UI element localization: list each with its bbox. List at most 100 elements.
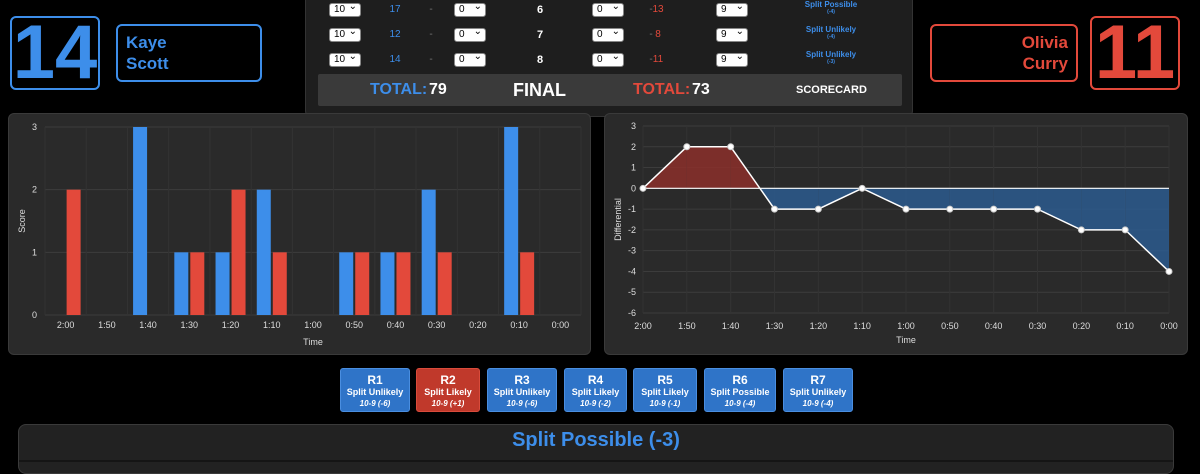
x-tick-label: 1:40 [139,320,157,330]
round-button-r1[interactable]: R1 Split Unlikely 10-9 (-6) [340,368,410,412]
round-title: R7 [810,373,826,387]
x-tick-label: 1:40 [722,321,740,331]
differential-point [858,184,866,192]
x-tick-label: 1:00 [304,320,322,330]
x-tick-label: 0:50 [941,321,959,331]
blue-score-bar [339,252,354,315]
blue-score-select[interactable]: 10 [329,1,361,17]
round-button-r4[interactable]: R4 Split Likely 10-9 (-2) [564,368,627,412]
x-tick-label: 0:40 [387,320,405,330]
round-title: R4 [587,373,604,387]
round-verdict: Split Possible [710,387,770,397]
x-tick-label: 1:10 [853,321,871,331]
round-button-r5[interactable]: R5 Split Likely 10-9 (-1) [633,368,697,412]
y-axis-label: Score [17,209,27,233]
round-score: 10-9 (-4) [802,399,834,408]
red-fighter-score: 11 [1090,15,1180,91]
round-button-r7[interactable]: R7 Split Unlikely 10-9 (-4) [783,368,853,412]
round-verdict: Split Likely [424,387,472,397]
blue-score-bar [504,127,519,315]
red-points: 8 [655,29,661,40]
blue-lead-area [774,188,819,210]
x-tick-label: 1:50 [678,321,696,331]
round-title: R6 [732,373,748,387]
blue-fighter-name: Kaye Scott [116,24,262,82]
y-tick-label: 2 [32,185,37,195]
y-tick-label: -6 [628,308,636,318]
red-fighter-first-name: Olivia [1021,33,1068,52]
round-score: 10-9 (-1) [649,399,681,408]
x-tick-label: 2:00 [57,320,75,330]
y-tick-label: 3 [631,121,636,131]
blue-lead-area [949,188,994,210]
round-button-r2[interactable]: R2 Split Likely 10-9 (+1) [416,368,480,412]
red-score-select[interactable]: 9 [716,26,748,42]
differential-point [990,205,998,213]
red-fighter-last-name: Curry [1022,54,1068,73]
blue-deduction-select[interactable]: 0 [454,51,486,67]
round-button-r3[interactable]: R3 Split Unlikely 10-9 (-6) [487,368,557,412]
x-tick-label: 1:30 [181,320,199,330]
scorecard-row: 10 14 - 0 8 0 - 11 9 Split Unlikely (-3) [306,50,914,71]
y-tick-label: 1 [631,163,636,173]
round-split-note: Split Possible (-4) [776,0,886,15]
differential-area-chart-svg: 3 2 1 0 -1 -2 -3 -4 -5 -6 2:00 1:50 1:40 1:30 1:20 1:10… [613,121,1178,345]
y-tick-label: 1 [32,247,37,257]
scorecard-row: 10 12 - 0 7 0 - 8 9 Split Unlikely (-4) [306,25,914,46]
red-score-select[interactable]: 9 [716,1,748,17]
differential-point [902,205,910,213]
red-score-bar [520,252,535,315]
blue-score-select[interactable]: 10 [329,26,361,42]
round-score: 10-9 (-2) [580,399,611,408]
red-score-bar [396,252,411,315]
y-tick-label: 2 [631,142,636,152]
x-axis-label: Time [303,337,323,347]
differential-point [946,205,954,213]
dash: - [649,29,653,40]
blue-score-select[interactable]: 10 [329,51,361,67]
x-tick-label: 1:20 [810,321,828,331]
blue-score-bar [421,189,436,315]
blue-score-bar [215,252,230,315]
dash: - [649,54,653,65]
round-button-r6[interactable]: R6 Split Possible 10-9 (-4) [704,368,776,412]
blue-lead-area [906,188,950,210]
round-title: R5 [657,373,673,387]
round-verdict: Split Likely [641,387,689,397]
round-verdict: Split Unlikely [493,387,551,397]
red-score-select[interactable]: 9 [716,51,748,67]
round-score: 10-9 (+1) [431,399,465,408]
dash: - [429,29,433,40]
x-tick-label: 0:10 [510,320,528,330]
round-split-value: (-3) [827,59,835,65]
round-split-label: Split Unlikely [805,50,857,59]
red-score-bar [437,252,452,315]
scorecard-panel: 10 17 - 0 6 0 - 13 9 Split Possible (-4)… [305,0,913,117]
red-score-bar [66,189,81,315]
x-tick-label: 2:00 [634,321,652,331]
blue-deduction-select[interactable]: 0 [454,1,486,17]
round-score: 10-9 (-6) [506,399,538,408]
dash: - [649,4,653,15]
red-score-bar [272,252,287,315]
y-tick-label: -1 [628,204,636,214]
x-tick-label: 0:40 [985,321,1003,331]
blue-points: 12 [389,29,401,40]
differential-point [771,205,778,213]
scorecard-link[interactable]: SCORECARD [796,84,867,96]
blue-lead-area [1037,188,1082,230]
final-label: FINAL [513,80,566,100]
red-score-bar [355,252,370,315]
red-lead-area [686,146,731,189]
x-tick-label: 0:50 [345,320,363,330]
x-tick-label: 1:20 [222,320,240,330]
blue-fighter-last-name: Scott [126,54,169,73]
x-tick-label: 0:20 [469,320,487,330]
blue-deduction-select[interactable]: 0 [454,26,486,42]
red-deduction-select[interactable]: 0 [592,51,624,67]
red-deduction-select[interactable]: 0 [592,1,624,17]
differential-area-chart: 3 2 1 0 -1 -2 -3 -4 -5 -6 2:00 1:50 1:40 1:30 1:20 1:10… [604,113,1188,355]
round-title: R3 [514,373,530,387]
red-deduction-select[interactable]: 0 [592,26,624,42]
red-total-label: TOTAL: [633,81,691,98]
